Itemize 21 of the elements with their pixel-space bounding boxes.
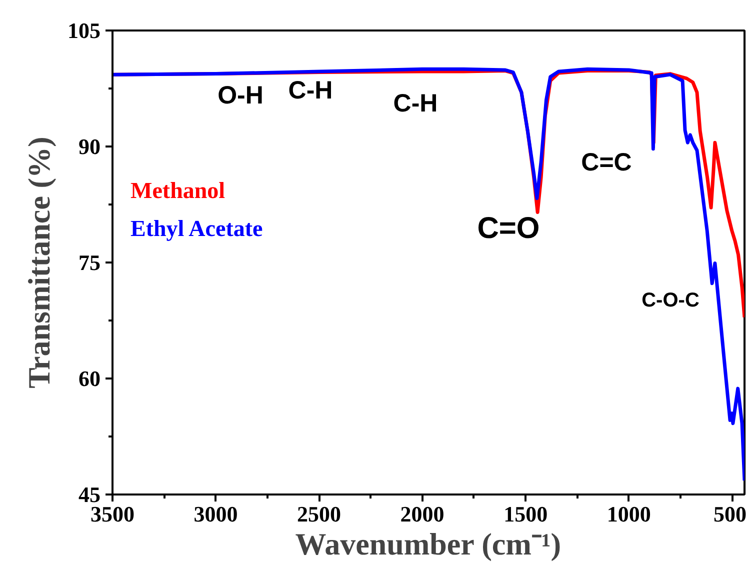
y-axis-title: Transmittance (%) bbox=[22, 136, 56, 388]
x-tick-label: 1000 bbox=[606, 502, 651, 526]
annotation: C-O-C bbox=[642, 290, 700, 312]
line-series bbox=[112, 67, 744, 482]
x-tick-label: 1500 bbox=[504, 502, 548, 526]
annotation: C-H bbox=[393, 90, 438, 118]
text: Methanol bbox=[130, 178, 226, 203]
y-tick-label: 75 bbox=[78, 250, 100, 275]
x-tick-label: 500 bbox=[714, 502, 746, 526]
x-axis-title: Wavenumber (cm⁻¹) bbox=[295, 526, 562, 562]
text: Ethyl Acetate bbox=[130, 216, 263, 241]
x-tick-label: 2000 bbox=[400, 502, 444, 526]
annotation: C=C bbox=[581, 148, 632, 176]
x-tick-label: 3000 bbox=[194, 502, 238, 526]
y-tick-label: 90 bbox=[78, 134, 100, 159]
annotation: O-H bbox=[218, 82, 264, 110]
x-tick-label: 2500 bbox=[297, 502, 342, 526]
annotation: C-H bbox=[288, 76, 333, 104]
y-tick-label: 105 bbox=[68, 18, 100, 43]
y-tick-label: 60 bbox=[78, 366, 100, 391]
annotation: C=O bbox=[477, 212, 540, 245]
